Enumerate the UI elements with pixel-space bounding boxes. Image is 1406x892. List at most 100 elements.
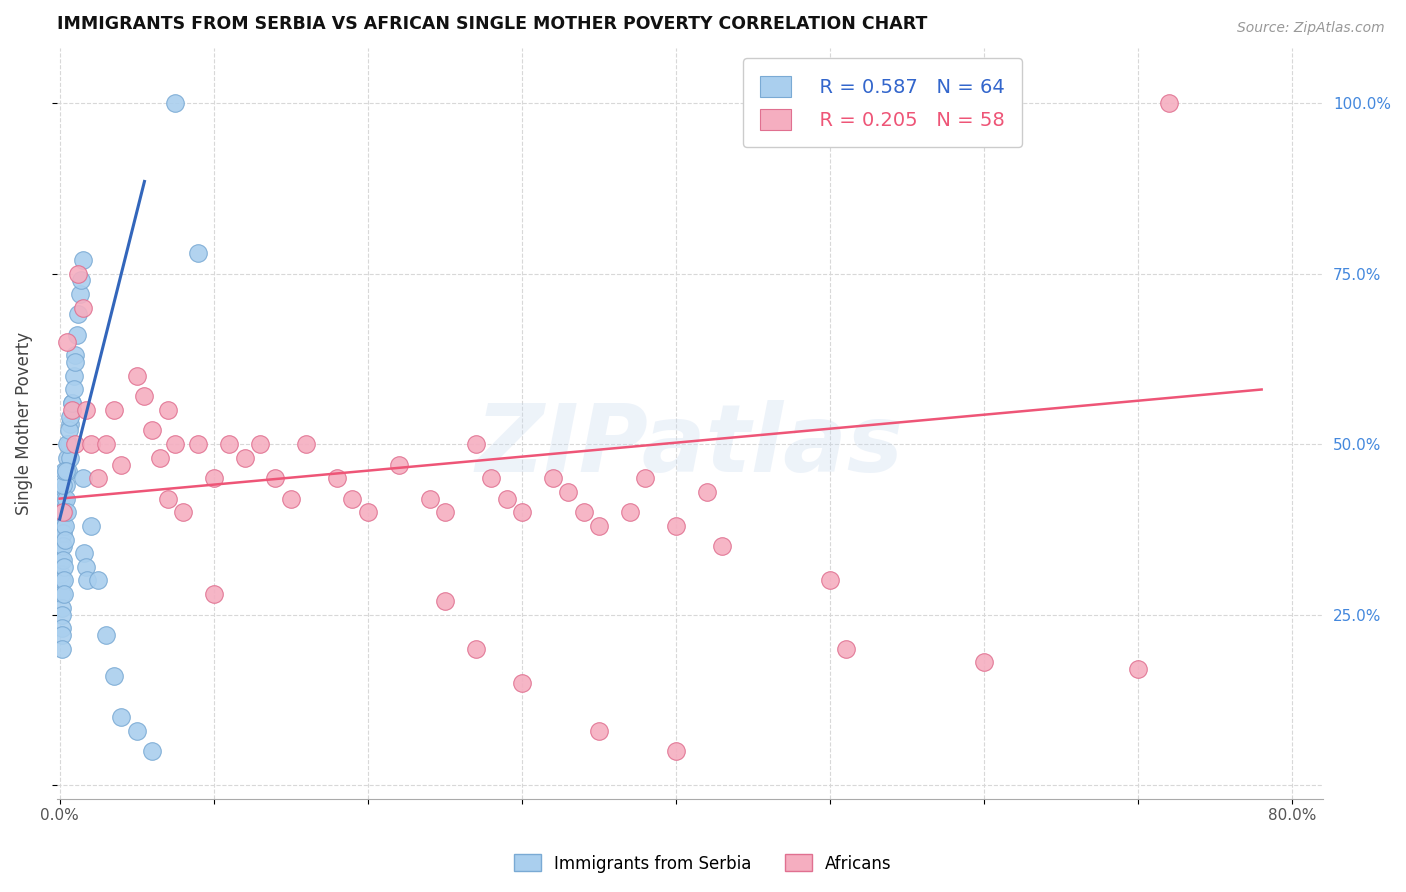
Point (1159, 95, 1181, 110)
Point (58, 424, 80, 438)
Point (63, 348, 86, 362)
Point (56, 437, 79, 451)
Text: IMMIGRANTS FROM SERBIA VS AFRICAN SINGLE MOTHER POVERTY CORRELATION CHART: IMMIGRANTS FROM SERBIA VS AFRICAN SINGLE… (56, 15, 927, 33)
Point (73, 546, 96, 560)
Point (1128, 662, 1150, 676)
Point (60, 403, 83, 417)
Point (342, 491, 364, 506)
Point (49, 533, 72, 547)
Point (156, 403, 179, 417)
Point (94, 628, 117, 642)
Text: ZIPatlas: ZIPatlas (475, 401, 904, 492)
Point (72, 252, 94, 267)
Point (53, 505, 76, 519)
Point (59, 450, 82, 465)
Point (53, 491, 76, 506)
Point (56, 334, 79, 349)
Point (52, 587, 75, 601)
Point (49, 505, 72, 519)
Point (53, 464, 76, 478)
Point (53, 533, 76, 547)
Point (51, 628, 73, 642)
Point (557, 484, 579, 499)
Point (49, 540, 72, 554)
Point (141, 744, 163, 758)
Point (233, 450, 256, 465)
Point (110, 710, 132, 724)
Point (60, 396, 83, 410)
Point (711, 540, 734, 554)
Text: Source: ZipAtlas.com: Source: ZipAtlas.com (1237, 21, 1385, 35)
Point (72, 471, 94, 485)
Point (63, 437, 86, 451)
Point (53, 519, 76, 533)
Point (249, 437, 271, 451)
Point (665, 744, 688, 758)
Point (51, 587, 73, 601)
Point (55, 491, 77, 506)
Point (52, 574, 75, 588)
Point (51, 600, 73, 615)
Point (464, 641, 486, 656)
Point (75, 559, 97, 574)
Point (76, 574, 98, 588)
Point (588, 519, 610, 533)
Point (52, 519, 75, 533)
Point (103, 669, 125, 683)
Point (510, 675, 533, 690)
Point (495, 491, 517, 506)
Point (665, 519, 688, 533)
Point (510, 505, 533, 519)
Point (52, 505, 75, 519)
Point (295, 437, 318, 451)
Point (264, 471, 287, 485)
Point (75, 403, 97, 417)
Point (326, 471, 349, 485)
Legend: Immigrants from Serbia, Africans: Immigrants from Serbia, Africans (508, 847, 898, 880)
Point (52, 505, 75, 519)
Point (187, 246, 209, 260)
Point (72, 301, 94, 315)
Point (202, 471, 225, 485)
Point (51, 641, 73, 656)
Point (49, 519, 72, 533)
Point (172, 505, 194, 519)
Point (60, 396, 83, 410)
Point (79, 437, 101, 451)
Point (834, 641, 856, 656)
Point (55, 464, 77, 478)
Point (149, 450, 172, 465)
Point (70, 273, 93, 287)
Point (634, 471, 657, 485)
Y-axis label: Single Mother Poverty: Single Mother Poverty (15, 332, 32, 516)
Point (110, 458, 132, 472)
Point (202, 587, 225, 601)
Point (49, 491, 72, 506)
Point (52, 559, 75, 574)
Point (165, 437, 187, 451)
Point (51, 621, 73, 635)
Point (464, 437, 486, 451)
Point (141, 424, 163, 438)
Legend:   R = 0.587   N = 64,   R = 0.205   N = 58: R = 0.587 N = 64, R = 0.205 N = 58 (742, 58, 1022, 147)
Point (87, 471, 110, 485)
Point (52, 478, 75, 492)
Point (388, 458, 411, 472)
Point (433, 505, 456, 519)
Point (59, 417, 82, 431)
Point (69, 287, 91, 301)
Point (67, 267, 90, 281)
Point (51, 607, 73, 622)
Point (55, 478, 77, 492)
Point (66, 327, 89, 342)
Point (51, 553, 73, 567)
Point (156, 491, 179, 506)
Point (56, 464, 79, 478)
Point (418, 491, 440, 506)
Point (67, 308, 90, 322)
Point (433, 594, 456, 608)
Point (818, 574, 841, 588)
Point (619, 505, 641, 519)
Point (479, 471, 502, 485)
Point (125, 723, 148, 738)
